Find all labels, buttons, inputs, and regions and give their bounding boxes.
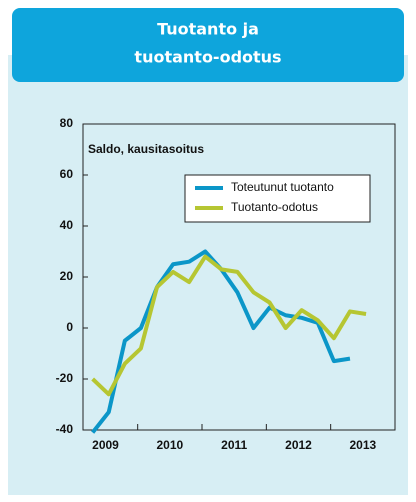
y-tick-label: 80 (60, 116, 74, 130)
header (12, 8, 404, 82)
y-axis-label: Saldo, kausitasoitus (88, 142, 204, 156)
y-tick-label: -40 (56, 422, 74, 436)
legend-label: Tuotanto-odotus (231, 200, 318, 214)
legend-label: Toteutunut tuotanto (231, 180, 334, 194)
y-tick-label: 0 (66, 320, 73, 334)
legend-box (184, 174, 371, 223)
panel (8, 55, 408, 495)
x-tick-label: 2011 (221, 438, 247, 452)
y-tick-label: 60 (60, 167, 74, 181)
x-tick-label: 2010 (156, 438, 183, 452)
x-tick-label: 2013 (349, 438, 376, 452)
x-tick-label: 2012 (285, 438, 312, 452)
chart-title: Tuotanto ja (157, 20, 259, 39)
data-line (91, 254, 367, 397)
x-tick-label: 2009 (92, 438, 119, 452)
y-tick-label: -20 (56, 371, 74, 385)
chart-title: tuotanto-odotus (134, 48, 281, 67)
y-tick-label: 40 (60, 218, 74, 232)
y-tick-label: 20 (60, 269, 74, 283)
